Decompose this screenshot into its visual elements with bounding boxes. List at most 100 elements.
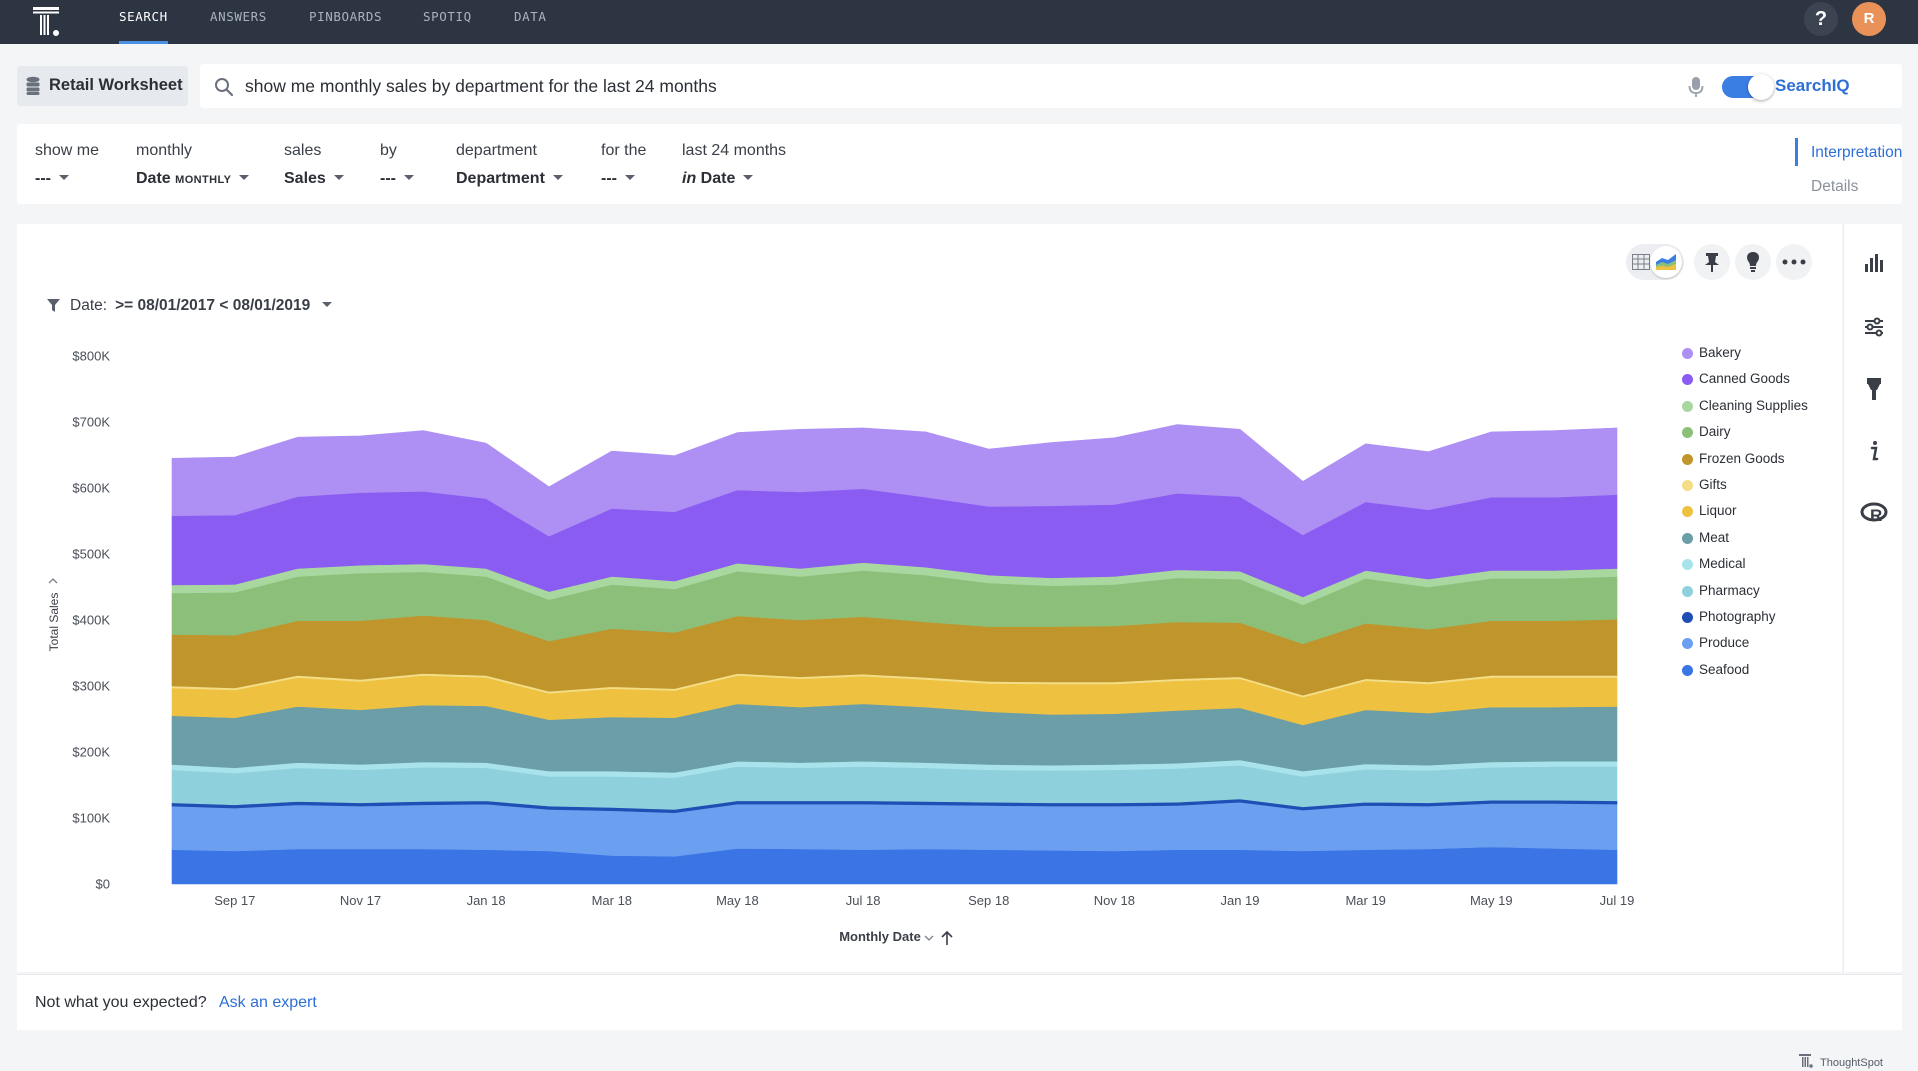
nav-tab-answers[interactable]: ANSWERS — [210, 0, 267, 44]
chevron-icon[interactable] — [48, 578, 58, 584]
token-monthly[interactable]: monthly Date MONTHLY — [136, 142, 250, 188]
worksheet-selector-button[interactable]: Retail Worksheet — [17, 66, 188, 106]
sort-ascending-icon[interactable] — [941, 930, 953, 945]
insights-button[interactable] — [1735, 244, 1771, 280]
configure-icon[interactable] — [1859, 312, 1889, 342]
info-icon[interactable] — [1859, 436, 1889, 466]
insight-bulb-icon — [1747, 252, 1759, 272]
x-tick-label: Nov 17 — [340, 893, 381, 908]
token-column-label: Department — [456, 170, 545, 187]
y-tick-label: $200K — [72, 745, 110, 760]
token-column[interactable]: --- — [35, 170, 99, 188]
y-tick-label: $0 — [96, 877, 110, 892]
legend-swatch — [1682, 427, 1693, 439]
token-column[interactable]: Sales — [284, 170, 344, 188]
token-last-24-months[interactable]: last 24 months in Date — [682, 142, 786, 188]
nav-tab-spotiq[interactable]: SPOTIQ — [423, 0, 472, 44]
y-axis-title[interactable]: Total Sales — [47, 593, 61, 652]
nav-tab-label: PINBOARDS — [309, 9, 383, 24]
more-options-button[interactable] — [1776, 244, 1812, 280]
ask-expert-link[interactable]: Ask an expert — [219, 994, 317, 1011]
interpretation-tabs: Interpretation Details — [1795, 130, 1902, 198]
area-series-seafood[interactable] — [171, 846, 1618, 885]
search-input[interactable] — [245, 71, 1625, 101]
y-tick-label: $100K — [72, 811, 110, 826]
area-series-produce[interactable] — [171, 801, 1618, 857]
token-column[interactable]: Date MONTHLY — [136, 170, 250, 188]
token-by[interactable]: by --- — [380, 142, 414, 188]
token-bucket-label: MONTHLY — [175, 174, 232, 186]
searchiq-label[interactable]: SearchIQ — [1775, 76, 1850, 95]
feedback-bar: Not what you expected? Ask an expert — [17, 974, 1902, 1030]
token-column-label: Date — [136, 170, 171, 187]
database-icon — [26, 76, 40, 95]
thoughtspot-logo-icon[interactable] — [30, 4, 66, 40]
legend-swatch — [1682, 480, 1693, 491]
token-column[interactable]: --- — [601, 170, 646, 188]
filter-icon — [47, 299, 60, 312]
legend-label: Canned Goods — [1699, 371, 1790, 387]
x-tick-label: Jul 19 — [1600, 893, 1635, 908]
feedback-question: Not what you expected? — [35, 994, 207, 1011]
token-phrase: department — [456, 142, 537, 159]
legend-swatch — [1682, 348, 1693, 359]
area-series-meat[interactable] — [171, 703, 1618, 773]
caret-down-icon — [58, 175, 69, 180]
nav-tab-search[interactable]: SEARCH — [119, 0, 168, 44]
nav-tab-label: ANSWERS — [210, 9, 267, 24]
legend-swatch — [1682, 638, 1693, 650]
tab-details[interactable]: Details — [1811, 178, 1859, 195]
tab-interpretation[interactable]: Interpretation — [1811, 144, 1903, 161]
view-toggle[interactable] — [1626, 244, 1684, 280]
search-bar: SearchIQ — [200, 64, 1902, 108]
token-column-label: Date — [700, 170, 736, 187]
token-department[interactable]: department Department — [456, 142, 563, 188]
token-phrase: sales — [284, 142, 322, 159]
nav-tab-label: SEARCH — [119, 9, 168, 24]
chart-type-icon[interactable] — [1859, 248, 1889, 278]
nav-tab-pinboards[interactable]: PINBOARDS — [309, 0, 382, 44]
x-tick-label: Jan 18 — [467, 893, 506, 908]
token-for-the[interactable]: for the --- — [601, 142, 646, 188]
x-tick-label: Sep 18 — [968, 893, 1009, 908]
searchiq-toggle[interactable] — [1722, 74, 1774, 100]
x-tick-label: May 19 — [1470, 893, 1513, 908]
token-sales[interactable]: sales Sales — [284, 142, 344, 188]
legend-label: Meat — [1699, 529, 1730, 545]
y-tick-label: $400K — [72, 613, 110, 628]
microphone-icon[interactable] — [1688, 76, 1704, 98]
area-series-bakery[interactable] — [171, 424, 1618, 537]
chevron-down-icon[interactable] — [924, 935, 934, 941]
pin-icon — [1705, 253, 1719, 272]
legend-swatch — [1682, 612, 1693, 623]
token-column[interactable]: Department — [456, 170, 563, 188]
format-brush-icon[interactable] — [1859, 374, 1889, 404]
x-tick-label: Mar 19 — [1345, 893, 1385, 908]
legend-swatch — [1682, 374, 1693, 386]
nav-tab-data[interactable]: DATA — [514, 0, 547, 44]
token-column[interactable]: --- — [380, 170, 414, 188]
caret-down-icon — [239, 175, 250, 180]
r-analysis-icon[interactable]: R — [1859, 498, 1889, 528]
token-column[interactable]: in Date — [682, 170, 786, 188]
help-button[interactable]: ? — [1804, 2, 1838, 36]
y-tick-label: $500K — [72, 547, 110, 562]
chart-view-icon — [1656, 254, 1676, 270]
caret-down-icon — [403, 175, 414, 180]
x-axis-title[interactable]: Monthly Date — [839, 929, 921, 944]
token-phrase: monthly — [136, 142, 193, 159]
chart-view-button[interactable] — [1650, 246, 1682, 278]
user-avatar[interactable]: R — [1852, 2, 1886, 36]
pin-button[interactable] — [1694, 244, 1730, 280]
date-filter-chip[interactable]: Date: >= 08/01/2017 < 08/01/2019 — [47, 297, 333, 315]
table-view-icon[interactable] — [1632, 254, 1650, 270]
token-show-me[interactable]: show me --- — [35, 142, 99, 188]
legend-label: Produce — [1699, 635, 1750, 651]
y-tick-label: $700K — [72, 415, 110, 430]
caret-down-icon — [552, 175, 563, 180]
x-tick-label: Jul 18 — [846, 893, 881, 908]
filter-value: >= 08/01/2017 < 08/01/2019 — [115, 297, 311, 314]
token-phrase: for the — [601, 142, 647, 159]
y-tick-label: $800K — [72, 349, 110, 364]
